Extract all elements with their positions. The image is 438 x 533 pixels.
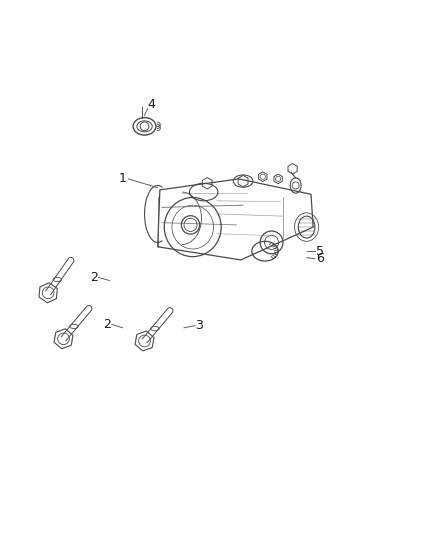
- Text: 1: 1: [119, 172, 127, 185]
- Text: 2: 2: [103, 318, 111, 331]
- Text: 4: 4: [147, 98, 155, 111]
- Text: 6: 6: [316, 252, 324, 265]
- Text: 2: 2: [90, 271, 98, 284]
- Text: 5: 5: [316, 245, 324, 257]
- Text: 3: 3: [195, 319, 203, 332]
